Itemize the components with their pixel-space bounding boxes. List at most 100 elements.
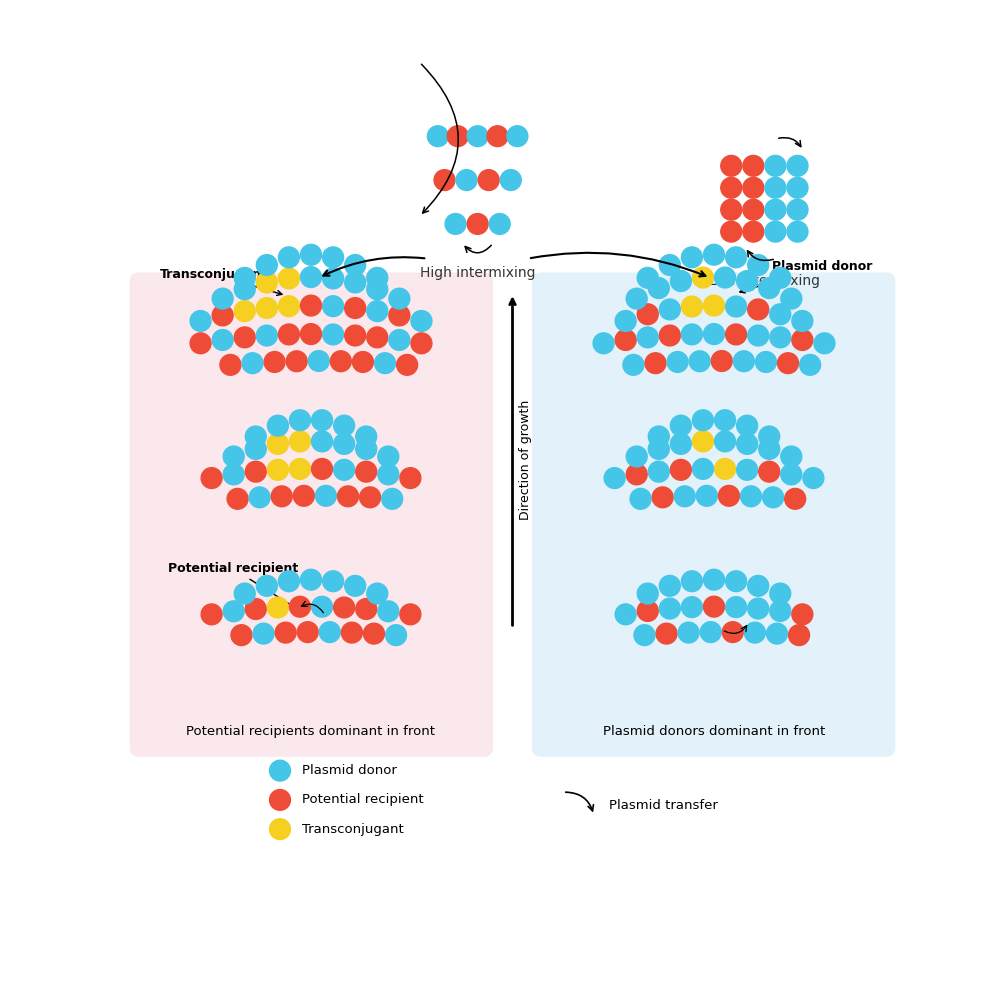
Circle shape [743, 177, 764, 198]
Circle shape [367, 327, 388, 348]
Circle shape [721, 155, 742, 176]
Circle shape [223, 446, 244, 467]
Circle shape [615, 330, 636, 350]
Circle shape [338, 486, 358, 507]
Circle shape [308, 351, 329, 371]
Circle shape [334, 597, 355, 618]
Circle shape [726, 324, 747, 345]
Circle shape [715, 459, 736, 479]
Circle shape [434, 170, 455, 190]
Circle shape [737, 459, 758, 480]
FancyBboxPatch shape [130, 272, 493, 757]
Circle shape [278, 268, 299, 289]
Circle shape [267, 415, 288, 436]
Circle shape [659, 598, 680, 619]
Circle shape [445, 38, 466, 59]
Circle shape [700, 622, 721, 643]
Circle shape [674, 486, 695, 507]
Circle shape [367, 267, 388, 288]
Circle shape [715, 431, 736, 452]
Circle shape [400, 604, 421, 625]
Circle shape [245, 426, 266, 447]
Circle shape [323, 296, 344, 317]
Circle shape [456, 170, 477, 190]
Circle shape [765, 221, 786, 242]
Circle shape [767, 623, 787, 644]
Circle shape [507, 126, 528, 147]
Circle shape [301, 267, 321, 287]
Circle shape [378, 601, 399, 622]
FancyBboxPatch shape [532, 272, 895, 757]
Circle shape [389, 288, 410, 309]
Circle shape [386, 625, 407, 646]
Circle shape [478, 170, 499, 190]
Circle shape [220, 354, 241, 375]
Circle shape [489, 214, 510, 234]
Circle shape [267, 459, 288, 480]
Circle shape [781, 464, 802, 485]
Circle shape [489, 38, 510, 59]
Circle shape [267, 597, 288, 618]
Circle shape [715, 410, 736, 431]
Circle shape [315, 485, 336, 506]
Text: High intermixing: High intermixing [420, 266, 535, 280]
Circle shape [770, 267, 791, 288]
Circle shape [718, 485, 739, 506]
Text: Plasmid donor: Plasmid donor [740, 260, 872, 293]
Circle shape [803, 468, 824, 488]
Circle shape [334, 415, 355, 436]
Circle shape [670, 434, 691, 454]
Circle shape [648, 461, 669, 482]
Circle shape [733, 351, 754, 372]
Circle shape [637, 583, 658, 604]
Circle shape [400, 468, 421, 488]
Circle shape [319, 622, 340, 643]
Circle shape [743, 199, 764, 220]
Circle shape [301, 324, 321, 344]
Circle shape [765, 155, 786, 176]
Circle shape [689, 351, 710, 372]
Circle shape [637, 304, 658, 325]
Circle shape [467, 214, 488, 234]
Circle shape [190, 333, 211, 354]
Circle shape [748, 575, 769, 596]
Circle shape [301, 244, 321, 265]
Circle shape [792, 330, 813, 350]
Circle shape [765, 199, 786, 220]
Circle shape [278, 571, 299, 592]
Text: Potential recipient: Potential recipient [168, 562, 298, 609]
Circle shape [626, 446, 647, 467]
Circle shape [445, 214, 466, 234]
Circle shape [245, 461, 266, 482]
Circle shape [312, 459, 333, 479]
Circle shape [759, 461, 780, 482]
Circle shape [364, 623, 384, 644]
Circle shape [323, 268, 344, 289]
Circle shape [345, 255, 366, 275]
Circle shape [275, 622, 296, 643]
Circle shape [726, 247, 747, 268]
Circle shape [748, 598, 769, 619]
Circle shape [270, 760, 290, 781]
Circle shape [389, 305, 410, 326]
Circle shape [456, 82, 477, 103]
Circle shape [312, 410, 333, 431]
Circle shape [787, 199, 808, 220]
Circle shape [787, 177, 808, 198]
Circle shape [271, 486, 292, 507]
Circle shape [249, 487, 270, 508]
Circle shape [748, 299, 769, 320]
Circle shape [604, 468, 625, 488]
Circle shape [759, 439, 780, 459]
Circle shape [681, 571, 702, 592]
Circle shape [323, 247, 344, 268]
Circle shape [270, 819, 290, 840]
Circle shape [190, 311, 211, 331]
Circle shape [467, 38, 488, 59]
Circle shape [245, 599, 266, 619]
Circle shape [289, 431, 310, 452]
Text: Potential recipients dominant in front: Potential recipients dominant in front [186, 725, 436, 738]
Circle shape [704, 244, 724, 265]
Circle shape [765, 177, 786, 198]
Circle shape [726, 571, 747, 592]
